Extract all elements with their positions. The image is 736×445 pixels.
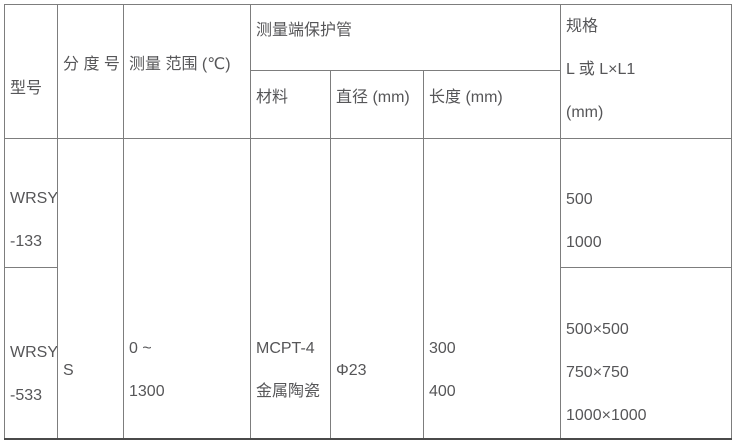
- length-value-cell: 300 400: [423, 138, 561, 439]
- material-line: 金属陶瓷: [256, 383, 321, 401]
- header-spec-line: (mm): [566, 104, 604, 121]
- header-spec-line: L 或 L×L1: [566, 61, 636, 78]
- length-line: 300: [429, 340, 456, 358]
- spec-line: 1000: [566, 234, 602, 251]
- header-protection-tube-label: 测量端保护管: [256, 22, 353, 39]
- header-length-label: 长度 (mm): [429, 88, 503, 106]
- range-line: 0 ~: [129, 340, 152, 358]
- range-value-cell: 0 ~ 1300: [123, 138, 251, 439]
- header-protection-tube-cell: 测量端保护管: [250, 4, 561, 71]
- model-line: WRSY: [10, 343, 58, 361]
- header-range-cell: 测量 范围 (℃): [123, 4, 251, 139]
- header-row-1: 型号 分 度 号 测量 范围 (℃) 测量端保护管 规格 L 或 L×L1 (m…: [4, 4, 732, 139]
- thermocouple-spec-table: 型号 分 度 号 测量 范围 (℃) 测量端保护管 规格 L 或 L×L1 (m…: [4, 4, 732, 440]
- graduation-value-cell: S: [57, 138, 124, 439]
- model-133-cell: WRSY -133: [4, 138, 58, 268]
- header-range-label: 测量 范围 (℃): [129, 55, 231, 73]
- graduation-value: S: [63, 361, 74, 379]
- spec-line: 500: [566, 191, 593, 208]
- body-row-wrsy-133: WRSY -133 S 0 ~ 1300 MCPT-4 金属陶瓷 Φ23: [4, 138, 732, 439]
- header-diameter-cell: 直径 (mm): [330, 70, 424, 139]
- material-line: MCPT-4: [256, 340, 315, 358]
- spec-133-cell: 500 1000: [560, 138, 732, 268]
- length-line: 400: [429, 383, 456, 401]
- header-material-cell: 材料: [250, 70, 331, 139]
- header-row-2: 材料 直径 (mm) 长度 (mm): [5, 70, 732, 139]
- range-line: 1300: [129, 383, 165, 401]
- spec-line: 1000×1000: [566, 407, 647, 425]
- header-graduation-cell: 分 度 号: [57, 4, 124, 139]
- diameter-value: Φ23: [336, 361, 367, 379]
- header-diameter-label: 直径 (mm): [336, 88, 410, 106]
- spec-line: 750×750: [566, 364, 629, 382]
- header-spec-cell: 规格 L 或 L×L1 (mm): [560, 4, 732, 139]
- header-material-label: 材料: [256, 88, 289, 106]
- header-length-cell: 长度 (mm): [423, 70, 561, 139]
- header-spec-line: 规格: [566, 18, 599, 35]
- spec-line: 500×500: [566, 321, 629, 339]
- model-533-cell: WRSY -533: [4, 267, 58, 439]
- model-line: WRSY: [10, 190, 58, 207]
- body-row-wrsy-533: WRSY -533 500×500 750×750 1000×1000: [4, 267, 732, 439]
- header-model-label: 型号: [10, 80, 43, 97]
- material-value-cell: MCPT-4 金属陶瓷: [250, 138, 331, 439]
- diameter-value-cell: Φ23: [330, 138, 424, 439]
- header-model-cell: 型号: [4, 4, 58, 139]
- spec-533-cell: 500×500 750×750 1000×1000: [560, 267, 732, 439]
- model-line: -533: [10, 386, 43, 404]
- header-graduation-label: 分 度 号: [63, 55, 120, 73]
- model-line: -133: [10, 233, 43, 250]
